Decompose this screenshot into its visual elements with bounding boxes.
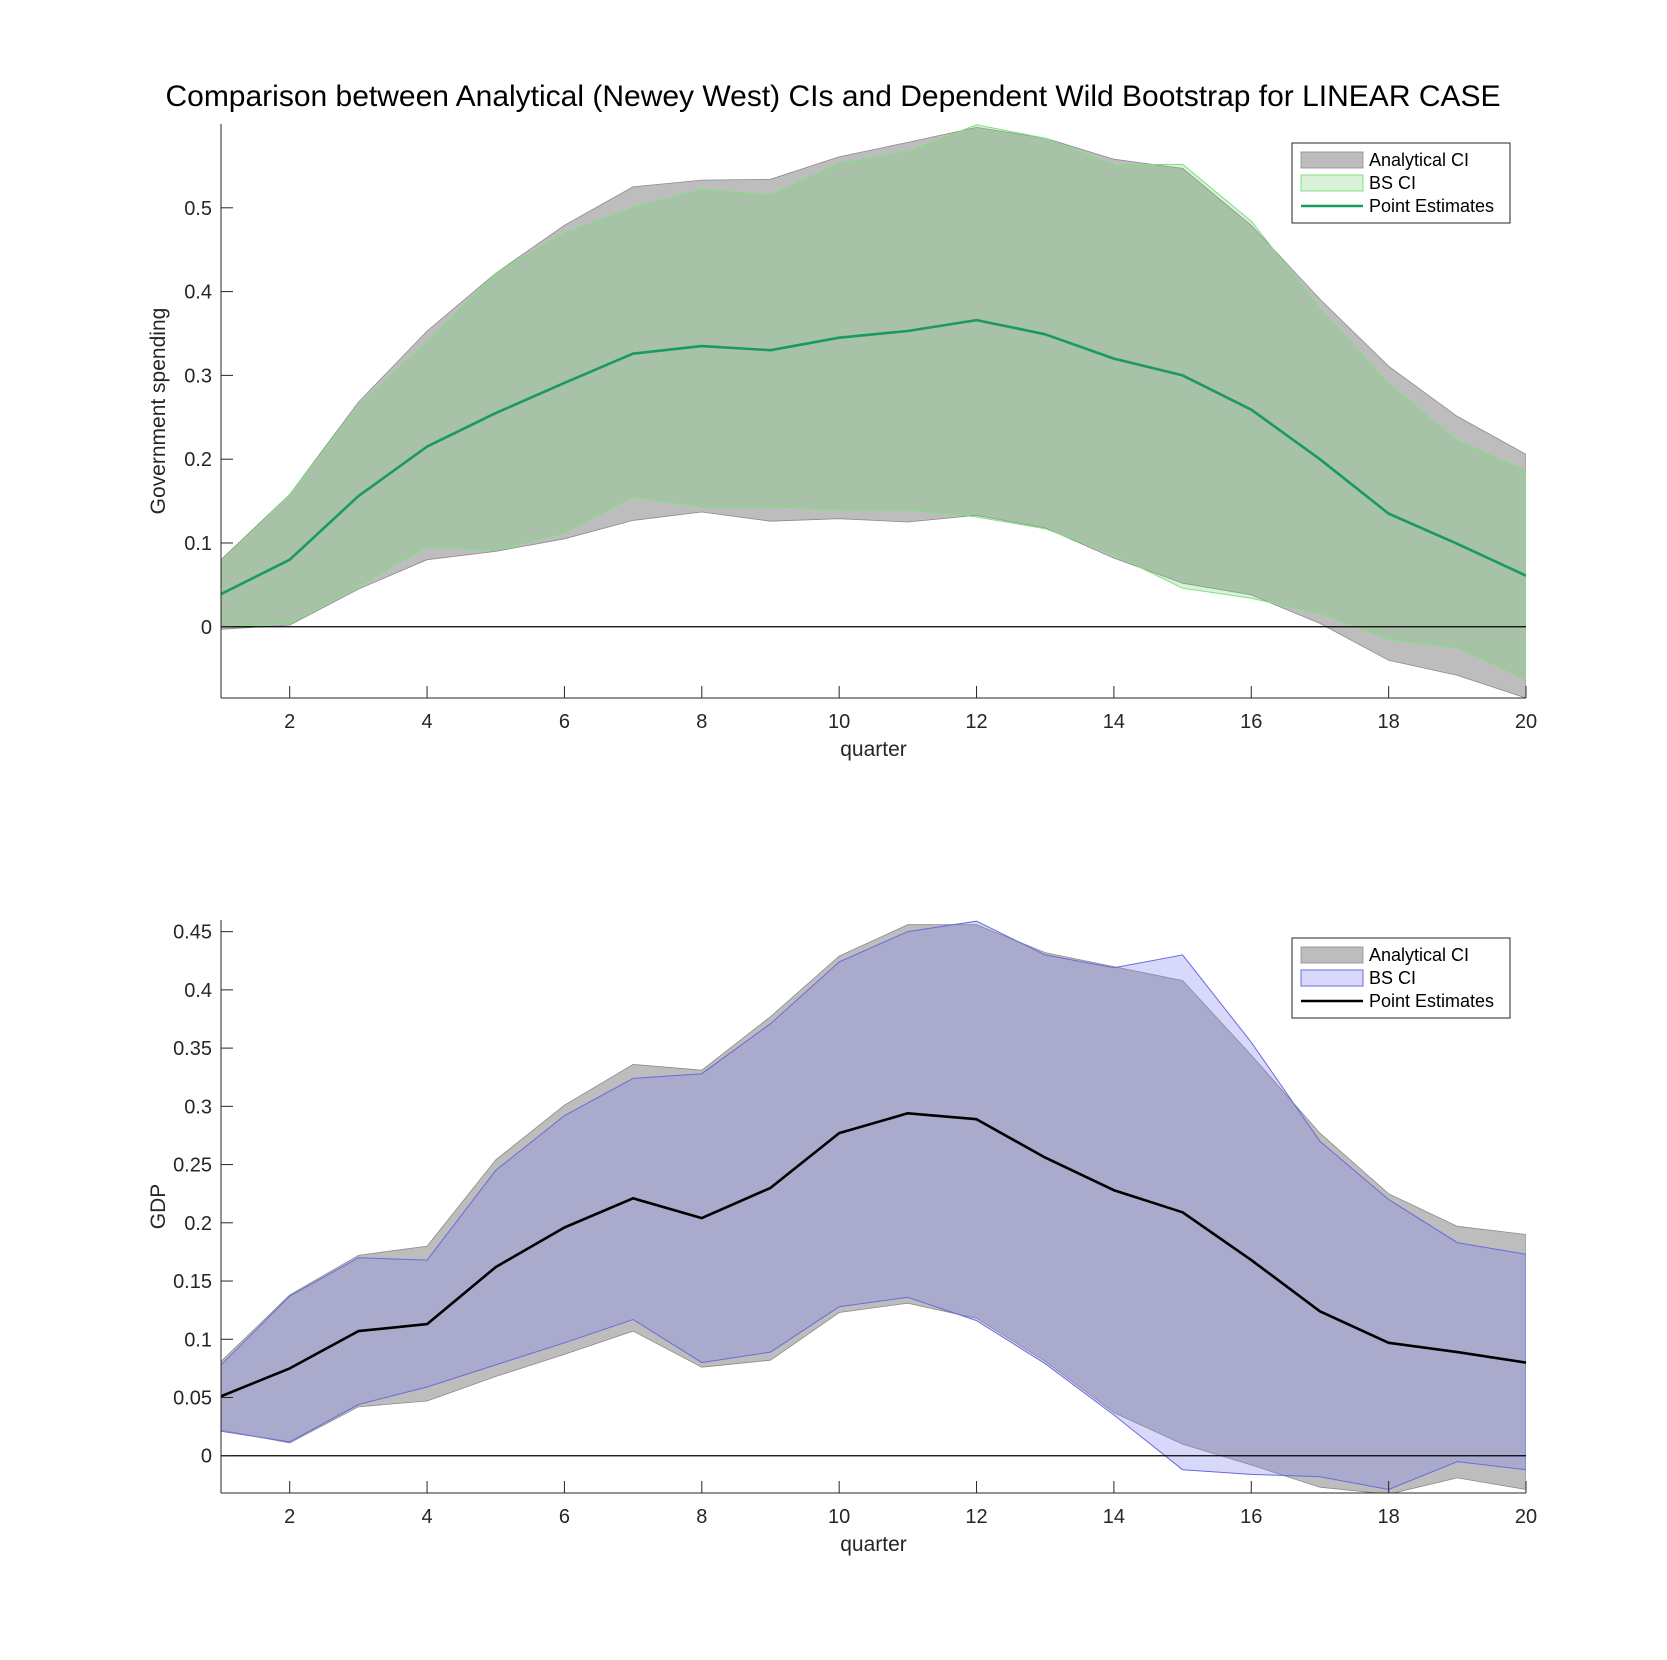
legend-label: Point Estimates [1369,196,1494,216]
x-tick-label: 4 [421,1506,432,1528]
y-tick-label: 0.5 [184,198,212,220]
y-tick-label: 0.05 [173,1388,212,1410]
x-tick-label: 4 [421,711,432,733]
analytical-ci-band [221,924,1526,1493]
y-tick-label: 0.2 [184,449,212,471]
legend: Analytical CI BS CI Point Estimates [1291,937,1511,1019]
legend-label: BS CI [1369,173,1416,193]
point-estimates-line [221,318,1526,596]
y-tick-label: 0.2 [184,1213,212,1235]
x-tick-label: 10 [828,1506,850,1528]
bs-ci-band [221,124,1526,681]
analytical-ci-band [221,126,1526,698]
y-tick-label: 0 [201,1446,212,1468]
point-estimates-line [221,1112,1526,1398]
y-tick-label: 0.35 [173,1038,212,1060]
legend-swatch-analytical [1300,946,1364,964]
y-tick-label: 0.4 [184,282,212,304]
x-tick-label: 20 [1515,1506,1537,1528]
x-axis-label: quarter [840,738,907,761]
y-tick-label: 0.1 [184,1329,212,1351]
y-tick-label: 0.4 [184,980,212,1002]
x-tick-label: 18 [1378,1506,1400,1528]
legend-swatch-analytical [1300,151,1364,169]
plot-area [221,920,1526,1493]
x-tick-label: 12 [965,711,987,733]
x-tick-label: 14 [1103,711,1125,733]
y-tick-label: 0.45 [173,922,212,944]
legend: Analytical CI BS CI Point Estimates [1291,142,1511,224]
x-tick-label: 6 [559,1506,570,1528]
legend-label: Analytical CI [1369,150,1469,170]
x-tick-label: 18 [1378,711,1400,733]
bs-ci-band [221,920,1526,1491]
legend-label: Analytical CI [1369,945,1469,965]
government-spending-chart: 2 4 6 8 10 12 14 16 18 20 0 0.1 0.2 0.3 0.4 0.5 quarter G… [147,124,1537,761]
y-tick-label: 0.3 [184,365,212,387]
x-tick-label: 12 [965,1506,987,1528]
y-tick-label: 0.25 [173,1155,212,1177]
y-axis-label: Government spending [147,308,170,515]
legend-label: BS CI [1369,968,1416,988]
y-tick-label: 0.3 [184,1096,212,1118]
x-axis-label: quarter [840,1533,907,1556]
figure-title: Comparison between Analytical (Newey Wes… [165,80,1500,113]
x-tick-label: 6 [559,711,570,733]
x-tick-label: 14 [1103,1506,1125,1528]
gdp-chart: 2 4 6 8 10 12 14 16 18 20 0 0.05 0.1 0.15 0.2 0.25 0.3 0.… [147,920,1537,1556]
x-tick-label: 20 [1515,711,1537,733]
y-axis-label: GDP [147,1184,170,1230]
plot-area [221,124,1526,698]
x-tick-label: 8 [696,711,707,733]
x-tick-label: 10 [828,711,850,733]
x-tick-label: 16 [1240,1506,1262,1528]
x-tick-label: 8 [696,1506,707,1528]
y-tick-label: 0 [201,617,212,639]
legend-swatch-bs [1300,174,1364,192]
legend-label: Point Estimates [1369,991,1494,1011]
x-tick-label: 16 [1240,711,1262,733]
x-tick-label: 2 [284,1506,295,1528]
legend-swatch-bs [1300,969,1364,987]
x-tick-label: 2 [284,711,295,733]
y-tick-label: 0.1 [184,533,212,555]
y-tick-label: 0.15 [173,1271,212,1293]
